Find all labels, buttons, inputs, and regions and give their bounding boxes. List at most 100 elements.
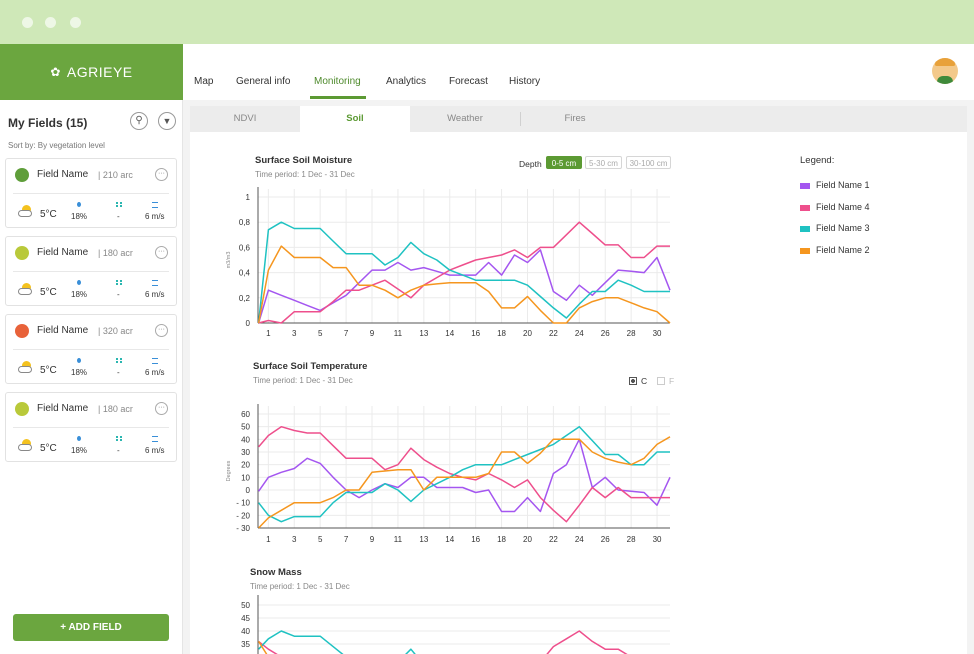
unit-checkbox[interactable] xyxy=(629,377,637,385)
x-tick-label: 13 xyxy=(419,535,428,544)
field-menu[interactable]: ··· xyxy=(155,402,168,415)
field-card[interactable]: Field Name | 210 arc ··· 5°C 18% - 6 m/s xyxy=(5,158,177,228)
precip-icon xyxy=(116,202,122,207)
precip-icon xyxy=(116,436,122,441)
y-tick-label: 30 xyxy=(241,448,250,457)
unit-checkbox[interactable] xyxy=(657,377,665,385)
field-menu[interactable]: ··· xyxy=(155,246,168,259)
sun-icon xyxy=(22,283,31,292)
legend-swatch xyxy=(800,226,810,233)
subtab[interactable]: Weather xyxy=(447,113,483,124)
x-tick-label: 16 xyxy=(471,329,480,338)
window-dot[interactable] xyxy=(22,17,33,28)
field-area: | 180 acr xyxy=(98,404,133,414)
depth-option[interactable]: 0-5 cm xyxy=(546,156,582,169)
field-area: | 320 acr xyxy=(98,326,133,336)
drop-icon xyxy=(77,202,81,207)
cloud-icon xyxy=(18,366,32,373)
x-tick-label: 3 xyxy=(292,535,297,544)
nav-tab[interactable]: Map xyxy=(194,76,214,87)
nav-tab[interactable]: General info xyxy=(236,76,291,87)
sort-label[interactable]: Sort by: By vegetation level xyxy=(8,141,105,150)
field-name: Field Name xyxy=(37,169,89,180)
y-tick-label: - 30 xyxy=(236,524,250,533)
field-card[interactable]: Field Name | 320 acr ··· 5°C 18% - 6 m/s xyxy=(5,314,177,384)
chart-subtitle: Time period: 1 Dec - 31 Dec xyxy=(250,582,350,591)
subtab[interactable]: Soil xyxy=(300,106,410,132)
chart-panel xyxy=(190,132,967,654)
legend-label[interactable]: Field Name 1 xyxy=(816,180,870,190)
precip-icon xyxy=(116,358,122,363)
y-tick-label: - 10 xyxy=(236,499,250,508)
nav-underline xyxy=(310,96,366,99)
y-tick-label: 0,4 xyxy=(239,269,251,278)
x-tick-label: 28 xyxy=(627,535,636,544)
x-tick-label: 14 xyxy=(445,535,454,544)
precip-icon xyxy=(116,280,122,285)
nav-tab[interactable]: Forecast xyxy=(449,76,488,87)
x-tick-label: 24 xyxy=(575,329,584,338)
legend-label[interactable]: Field Name 4 xyxy=(816,201,870,212)
y-tick-label: 40 xyxy=(241,627,250,636)
x-tick-label: 7 xyxy=(344,329,349,338)
window-dot[interactable] xyxy=(45,17,56,28)
subtab[interactable]: NDVI xyxy=(233,113,257,124)
add-field-button[interactable]: + ADD FIELD xyxy=(13,614,169,641)
filter-button[interactable]: ▼ xyxy=(158,112,176,130)
field-area: | 210 arc xyxy=(98,170,133,180)
field-menu[interactable]: ··· xyxy=(155,324,168,337)
x-tick-label: 13 xyxy=(419,329,428,338)
legend-label[interactable]: Field Name 3 xyxy=(816,223,870,234)
x-tick-label: 22 xyxy=(549,329,558,338)
cloud-icon xyxy=(18,210,32,217)
field-wind: 6 m/s xyxy=(145,212,165,221)
depth-option[interactable]: 30-100 cm xyxy=(626,156,671,169)
y-axis-label: m3/m3 xyxy=(226,252,232,269)
series-line xyxy=(258,436,671,529)
field-humidity: 18% xyxy=(71,446,88,455)
y-tick-label: 35 xyxy=(241,640,250,649)
x-tick-label: 14 xyxy=(445,329,454,338)
series-line xyxy=(257,221,670,324)
card-divider xyxy=(13,349,169,350)
y-tick-label: 1 xyxy=(246,193,251,202)
y-tick-label: 60 xyxy=(241,410,250,419)
window-dot[interactable] xyxy=(70,17,81,28)
card-divider xyxy=(13,427,169,428)
y-tick-label: 10 xyxy=(241,473,250,482)
wind-icon xyxy=(152,202,158,208)
wind-icon xyxy=(152,436,158,442)
field-card[interactable]: Field Name | 180 acr ··· 5°C 18% - 6 m/s xyxy=(5,236,177,306)
field-area: | 180 acr xyxy=(98,248,133,258)
depth-option[interactable]: 5-30 cm xyxy=(585,156,622,169)
field-wind: 6 m/s xyxy=(145,368,165,377)
subtab[interactable]: Fires xyxy=(564,113,586,124)
field-temp: 5°C xyxy=(40,209,57,220)
nav-tab[interactable]: Monitoring xyxy=(314,76,361,87)
logo[interactable]: ✿ AGRIEYE xyxy=(0,44,183,100)
field-wind: 6 m/s xyxy=(145,446,165,455)
series-line xyxy=(258,221,670,324)
card-divider xyxy=(13,271,169,272)
search-button[interactable]: ⚲ xyxy=(130,112,148,130)
field-icon xyxy=(15,168,29,182)
field-menu[interactable]: ··· xyxy=(155,168,168,181)
nav-tab[interactable]: Analytics xyxy=(386,76,427,87)
drop-icon xyxy=(77,436,81,441)
x-tick-label: 1 xyxy=(266,329,271,338)
avatar[interactable] xyxy=(932,58,958,84)
field-name: Field Name xyxy=(37,247,89,258)
legend-label[interactable]: Field Name 2 xyxy=(816,245,870,256)
field-temp: 5°C xyxy=(40,443,57,454)
logo-text: AGRIEYE xyxy=(66,64,133,80)
drop-icon xyxy=(77,280,81,285)
field-precip: - xyxy=(117,212,120,221)
cloud-icon xyxy=(18,444,32,451)
field-card[interactable]: Field Name | 180 acr ··· 5°C 18% - 6 m/s xyxy=(5,392,177,462)
series-line xyxy=(257,641,268,654)
x-tick-label: 20 xyxy=(523,329,532,338)
x-tick-label: 16 xyxy=(471,535,480,544)
nav-tab[interactable]: History xyxy=(509,76,541,87)
x-tick-label: 11 xyxy=(394,329,403,338)
